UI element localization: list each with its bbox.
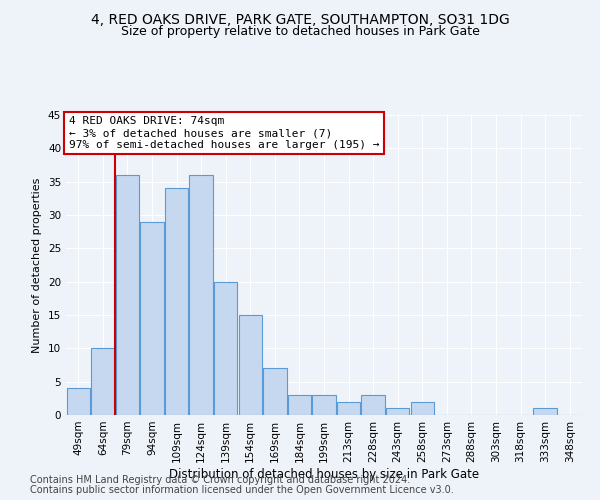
Bar	[91, 348, 115, 415]
Bar	[288, 395, 311, 415]
Bar	[533, 408, 557, 415]
Bar	[140, 222, 164, 415]
Bar	[313, 395, 335, 415]
Bar	[239, 315, 262, 415]
Text: Size of property relative to detached houses in Park Gate: Size of property relative to detached ho…	[121, 25, 479, 38]
X-axis label: Distribution of detached houses by size in Park Gate: Distribution of detached houses by size …	[169, 468, 479, 480]
Bar	[361, 395, 385, 415]
Bar	[190, 175, 213, 415]
Text: Contains public sector information licensed under the Open Government Licence v3: Contains public sector information licen…	[30, 485, 454, 495]
Y-axis label: Number of detached properties: Number of detached properties	[32, 178, 43, 352]
Text: 4, RED OAKS DRIVE, PARK GATE, SOUTHAMPTON, SO31 1DG: 4, RED OAKS DRIVE, PARK GATE, SOUTHAMPTO…	[91, 12, 509, 26]
Bar	[410, 402, 434, 415]
Text: Contains HM Land Registry data © Crown copyright and database right 2024.: Contains HM Land Registry data © Crown c…	[30, 475, 410, 485]
Bar	[214, 282, 238, 415]
Bar	[386, 408, 409, 415]
Text: 4 RED OAKS DRIVE: 74sqm
← 3% of detached houses are smaller (7)
97% of semi-deta: 4 RED OAKS DRIVE: 74sqm ← 3% of detached…	[68, 116, 379, 150]
Bar	[67, 388, 90, 415]
Bar	[263, 368, 287, 415]
Bar	[116, 175, 139, 415]
Bar	[165, 188, 188, 415]
Bar	[337, 402, 360, 415]
